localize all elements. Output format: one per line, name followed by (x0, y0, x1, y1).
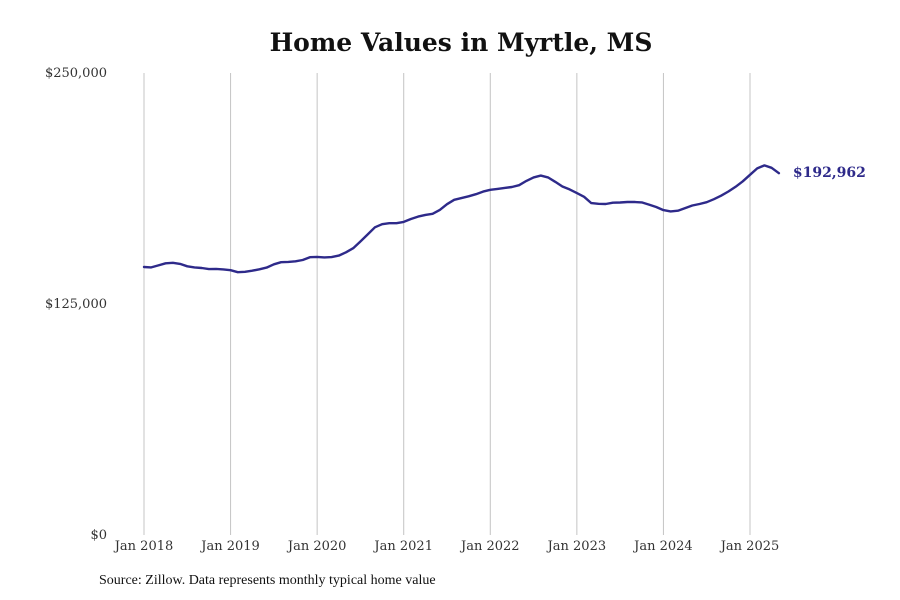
end-value-label: $192,962 (793, 165, 866, 181)
x-tick-label-1: Jan 2019 (199, 539, 260, 554)
x-tick-label-0: Jan 2018 (113, 539, 174, 554)
x-tick-label-4: Jan 2022 (459, 539, 520, 554)
x-tick-label-6: Jan 2024 (632, 539, 693, 554)
x-tick-label-5: Jan 2023 (546, 539, 607, 554)
x-tick-label-7: Jan 2025 (719, 539, 780, 554)
chart-title: Home Values in Myrtle, MS (269, 28, 653, 57)
x-tick-label-3: Jan 2021 (372, 539, 433, 554)
y-tick-label-0: $0 (90, 528, 107, 543)
y-tick-label-1: $125,000 (45, 297, 107, 312)
series-line (142, 164, 781, 274)
x-tick-label-2: Jan 2020 (286, 539, 347, 554)
y-tick-label-2: $250,000 (45, 66, 107, 81)
source-note: Source: Zillow. Data represents monthly … (99, 573, 436, 588)
